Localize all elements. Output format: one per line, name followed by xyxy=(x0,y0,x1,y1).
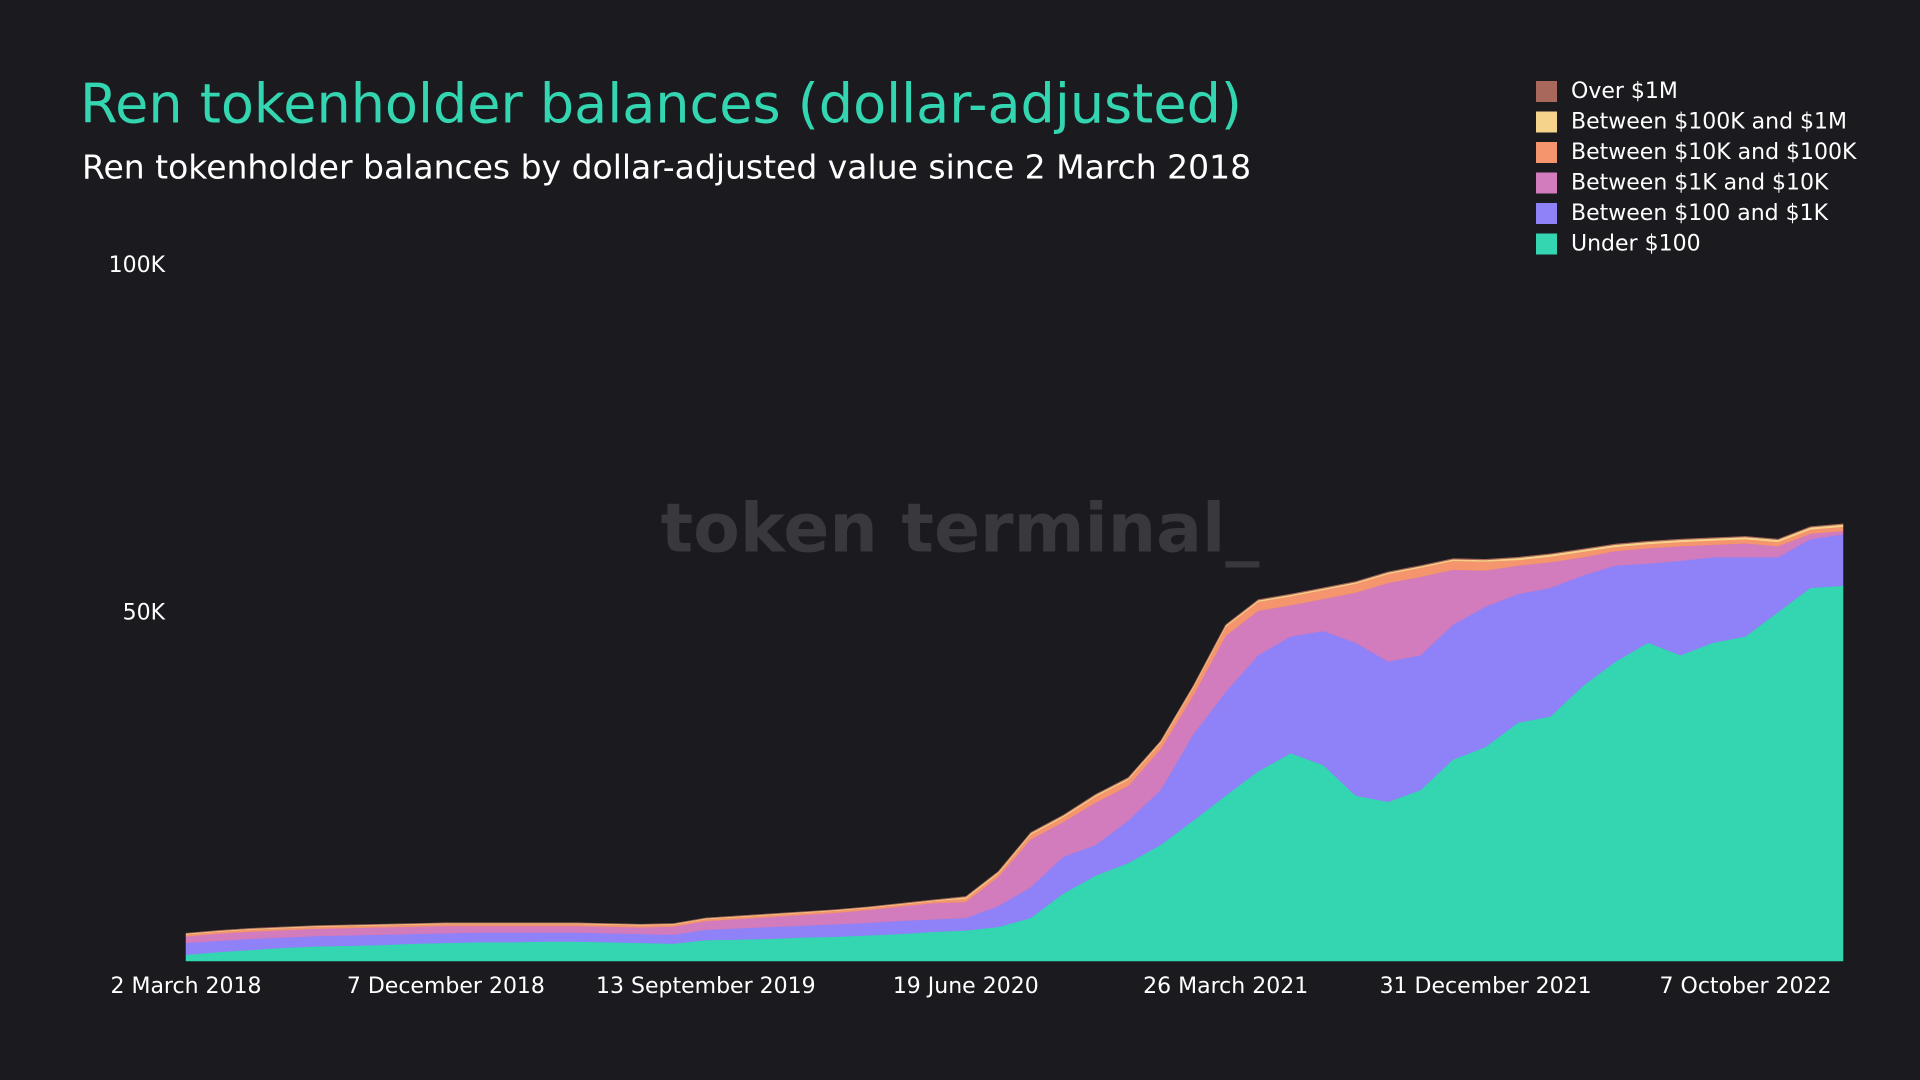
legend-label: Between $10K and $100K xyxy=(1571,140,1857,165)
legend-label: Over $1M xyxy=(1571,79,1678,104)
y-tick-label: 100K xyxy=(109,253,166,278)
legend-swatch xyxy=(1536,203,1557,224)
watermark: token terminal_ xyxy=(661,490,1260,569)
x-tick-label: 13 September 2019 xyxy=(596,974,816,999)
legend-swatch xyxy=(1536,172,1557,194)
legend-swatch xyxy=(1536,111,1557,133)
legend-label: Between $100K and $1M xyxy=(1571,110,1847,135)
y-tick-label: 50K xyxy=(123,601,166,626)
x-tick-label: 26 March 2021 xyxy=(1143,974,1308,999)
x-tick-label: 7 December 2018 xyxy=(347,974,545,999)
legend-swatch xyxy=(1536,81,1557,102)
x-tick-label: 31 December 2021 xyxy=(1380,974,1592,999)
legend-label: Between $100 and $1K xyxy=(1571,201,1829,226)
x-tick-label: 19 June 2020 xyxy=(893,974,1039,999)
legend-label: Under $100 xyxy=(1571,232,1701,257)
area xyxy=(185,523,1844,934)
chart-subtitle: Ren tokenholder balances by dollar-adjus… xyxy=(82,148,1251,187)
legend-swatch xyxy=(1536,142,1557,163)
legend-swatch xyxy=(1536,233,1557,255)
x-tick-label: 2 March 2018 xyxy=(110,974,261,999)
chart-title: Ren tokenholder balances (dollar-adjuste… xyxy=(80,73,1242,136)
legend-label: Between $1K and $10K xyxy=(1571,171,1829,196)
plot-area xyxy=(185,523,1844,962)
x-tick-label: 7 October 2022 xyxy=(1660,974,1832,999)
